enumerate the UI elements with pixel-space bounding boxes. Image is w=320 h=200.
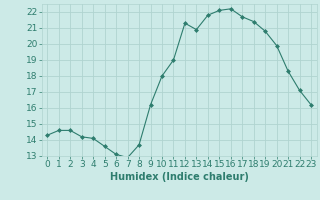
X-axis label: Humidex (Indice chaleur): Humidex (Indice chaleur) xyxy=(110,172,249,182)
